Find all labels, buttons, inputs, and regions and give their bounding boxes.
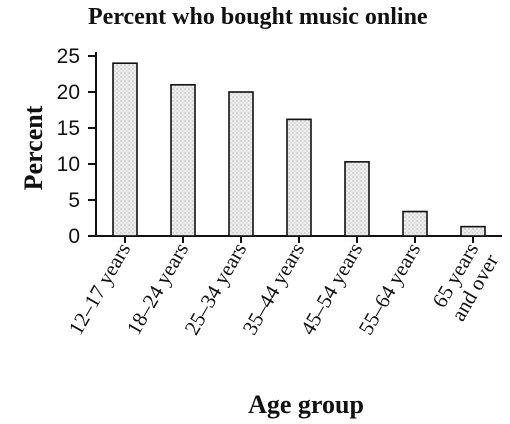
bar [228,91,254,237]
y-tick-label: 10 [57,153,80,176]
bar [170,84,196,237]
bar [112,62,138,237]
y-tick-label: 20 [57,81,80,104]
x-axis-label: Age group [248,390,364,419]
y-axis-label: Percent [19,105,48,190]
bar [286,118,312,237]
bars [112,62,486,237]
bar [402,210,428,237]
y-ticks: 0 5 10 15 20 25 [57,45,96,248]
y-tick-label: 0 [68,225,80,248]
bar [460,225,486,237]
y-tick-label: 5 [68,189,80,212]
y-tick-label: 25 [57,45,80,68]
y-tick-label: 15 [57,117,80,140]
bar [344,161,370,237]
chart-title: Percent who bought music online [88,4,428,30]
x-category-label: 65 yearsand over [426,238,503,325]
